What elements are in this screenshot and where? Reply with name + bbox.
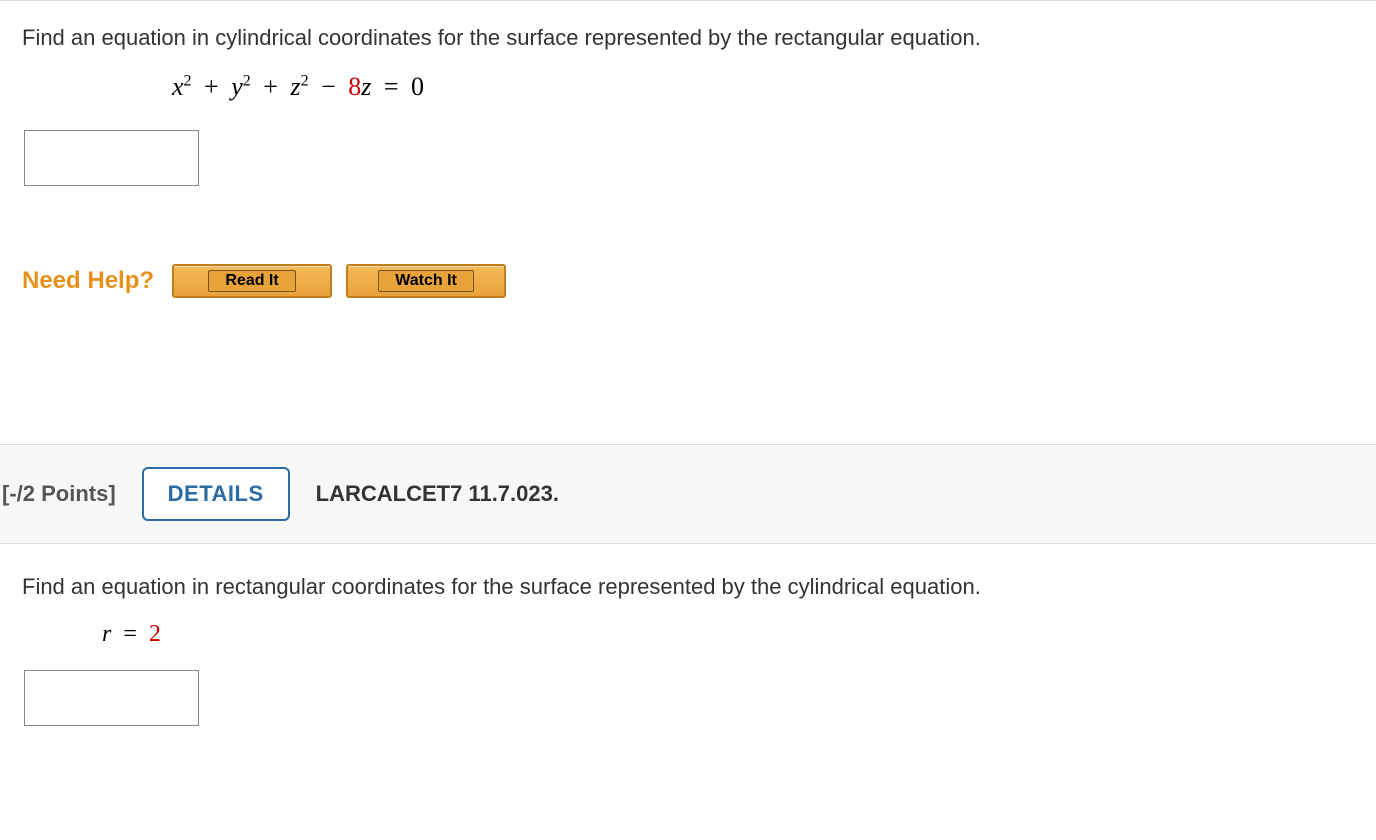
read-it-label: Read It (208, 270, 295, 292)
read-it-button[interactable]: Read It (172, 264, 332, 298)
need-help-label: Need Help? (22, 267, 154, 295)
equation-rhs: 2 (149, 621, 161, 647)
equation-var: z (361, 72, 371, 101)
answer-input[interactable] (24, 130, 199, 186)
equation-sup: 2 (243, 72, 251, 89)
equation-op: + (257, 72, 284, 101)
equation-sup: 2 (301, 72, 309, 89)
points-label: [-/2 Points] (0, 481, 116, 507)
need-help-row: Need Help? Read It Watch It (22, 264, 1354, 298)
equation-display: x2 + y2 + z2 − 8z = 0 (22, 72, 1354, 102)
equation-var: y (231, 72, 243, 101)
watch-it-label: Watch It (378, 270, 474, 292)
equation-eq: = (378, 72, 405, 101)
equation-display: r = 2 (22, 621, 1354, 648)
question-2: Find an equation in rectangular coordina… (0, 544, 1376, 756)
answer-input[interactable] (24, 670, 199, 726)
equation-var: z (290, 72, 300, 101)
question-prompt: Find an equation in cylindrical coordina… (22, 21, 1354, 54)
question-prompt: Find an equation in rectangular coordina… (22, 570, 1354, 603)
question-1: Find an equation in cylindrical coordina… (0, 0, 1376, 334)
equation-var: x (172, 72, 184, 101)
question-header: [-/2 Points] DETAILS LARCALCET7 11.7.023… (0, 444, 1376, 544)
equation-var: r (102, 621, 111, 647)
assignment-reference: LARCALCET7 11.7.023. (316, 481, 559, 507)
equation-eq: = (117, 621, 143, 647)
equation-op: − (315, 72, 342, 101)
watch-it-button[interactable]: Watch It (346, 264, 506, 298)
equation-sup: 2 (184, 72, 192, 89)
equation-op: + (198, 72, 225, 101)
equation-coef: 8 (348, 72, 361, 101)
details-button[interactable]: DETAILS (142, 467, 290, 521)
equation-rhs: 0 (411, 72, 424, 101)
